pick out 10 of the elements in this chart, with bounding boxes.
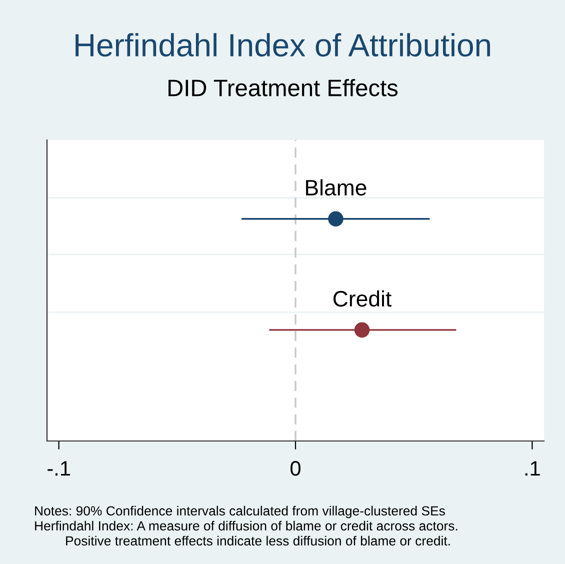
text: Herfindahl Index: A measure of diffusion of blame or credit across actors.	[35, 520, 458, 531]
series-label: Blame	[306, 179, 366, 196]
chart-title: Herfindahl Index of Attribution	[76, 33, 490, 57]
series-label: Credit	[333, 290, 392, 307]
x-tick-label: .1	[525, 461, 540, 476]
text: Notes: 90% Confidence intervals calculated from village-clustered SEs	[35, 506, 445, 518]
chart-subtitle: DID Treatment Effects	[168, 79, 398, 96]
text: Positive treatment effects indicate less diffusion of blame or credit.	[66, 536, 450, 546]
x-tick-label: 0	[290, 460, 300, 476]
x-tick-label: -.1	[48, 461, 70, 476]
